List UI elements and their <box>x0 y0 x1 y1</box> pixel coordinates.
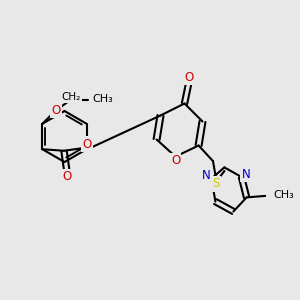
Text: O: O <box>171 154 180 167</box>
Text: CH₃: CH₃ <box>274 190 294 200</box>
Text: O: O <box>62 170 72 183</box>
Text: O: O <box>184 70 194 84</box>
Text: N: N <box>242 167 250 181</box>
Text: O: O <box>51 104 61 117</box>
Text: CH₂: CH₂ <box>61 92 80 102</box>
Text: N: N <box>202 169 211 182</box>
Text: O: O <box>82 138 92 151</box>
Text: S: S <box>212 177 220 190</box>
Text: CH₃: CH₃ <box>93 94 114 104</box>
